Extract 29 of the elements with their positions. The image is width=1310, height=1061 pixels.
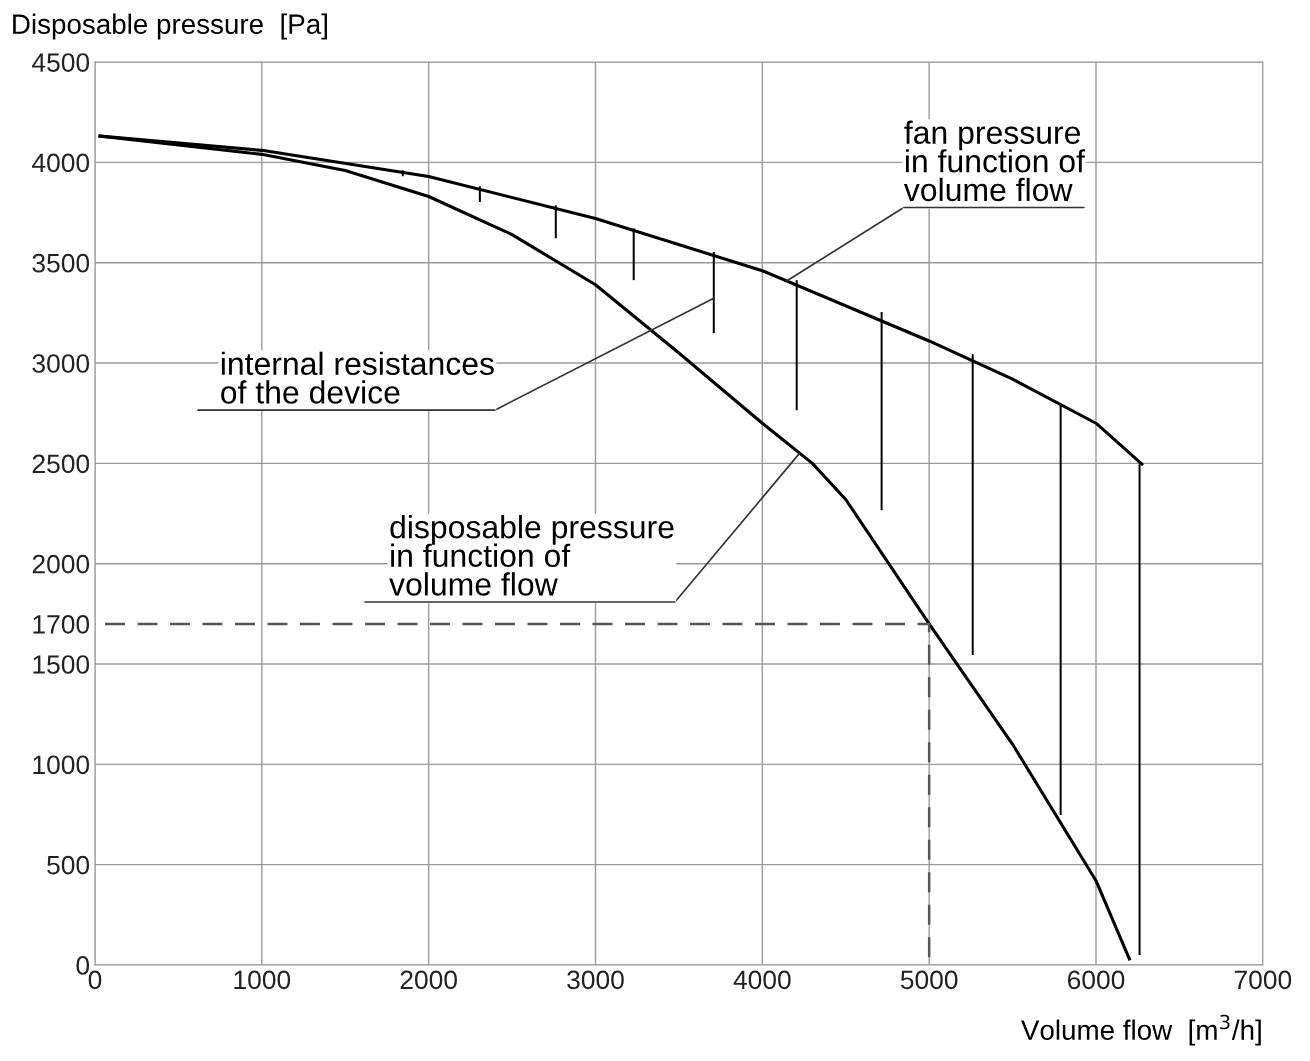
bar: [478, 186, 481, 203]
y-tick-label: 4500: [32, 53, 90, 72]
x-tick-label: 7000: [1234, 970, 1292, 990]
y-tick-label: 1500: [33, 655, 90, 674]
annotation: disposable pressure in function of volume flow: [389, 514, 674, 596]
y-tick-label: 0: [76, 956, 90, 975]
x-tick-label: 1000: [234, 970, 291, 990]
y-tick-label: 4000: [32, 153, 90, 173]
y-tick-label: 2500: [32, 454, 90, 474]
bar: [795, 280, 798, 411]
y-tick-label: 1700: [33, 615, 90, 634]
bar: [632, 228, 635, 281]
x-tick-label: 5000: [900, 970, 958, 990]
x-tick-label: 2000: [400, 970, 457, 990]
annotation: fan pressure in function of volume flow: [903, 120, 1086, 202]
y-tick-label: 500: [47, 855, 90, 875]
bar: [401, 170, 404, 177]
y-tick-label: 3500: [32, 253, 90, 273]
y-tick-label: 2000: [32, 554, 90, 574]
y-tick-label: 3000: [32, 354, 90, 373]
y-axis-title: Disposable pressure [Pa]: [13, 13, 327, 40]
bar: [712, 252, 715, 334]
bar: [554, 205, 557, 239]
x-tick-label: 6000: [1067, 970, 1125, 990]
x-tick-label: 3000: [567, 970, 624, 990]
annotation: internal resistances of the device: [221, 351, 494, 404]
x-tick-label: 4000: [733, 970, 791, 990]
x-axis-title: Volume flow [m$^{3}$/h]: [1021, 1014, 1261, 1046]
y-tick-label: 1000: [33, 755, 90, 775]
